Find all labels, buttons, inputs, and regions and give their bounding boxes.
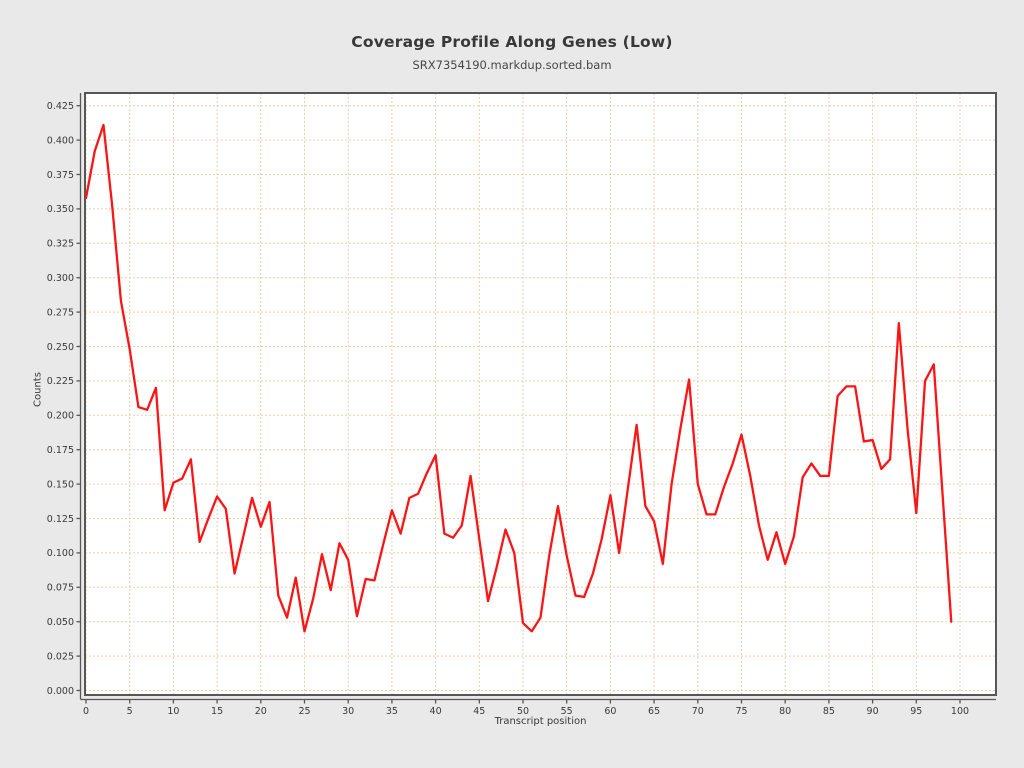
x-tick-label: 25 — [298, 706, 310, 717]
x-tick-label: 80 — [779, 706, 791, 717]
x-axis-label: Transcript position — [494, 716, 587, 727]
y-tick-label: 0.350 — [47, 204, 74, 215]
y-tick-label: 0.125 — [47, 514, 74, 525]
y-tick-label: 0.200 — [47, 411, 74, 422]
x-tick-label: 100 — [951, 706, 969, 717]
x-tick-label: 65 — [648, 706, 660, 717]
coverage-line — [84, 123, 953, 633]
y-tick-label: 0.400 — [47, 135, 74, 146]
x-tick-label: 0 — [83, 706, 89, 717]
y-tick-label: 0.100 — [47, 548, 74, 559]
x-tick-label: 75 — [735, 706, 747, 717]
y-tick-label: 0.375 — [47, 170, 74, 181]
x-tick-label: 15 — [211, 706, 223, 717]
y-tick-label: 0.225 — [47, 376, 74, 387]
y-tick-label: 0.175 — [47, 445, 74, 456]
x-tick-label: 10 — [167, 706, 179, 717]
y-tick-label: 0.050 — [47, 617, 74, 628]
x-tick-label: 45 — [473, 706, 485, 717]
y-tick-label: 0.250 — [47, 342, 74, 353]
x-tick-label: 5 — [127, 706, 133, 717]
x-tick-label: 85 — [823, 706, 835, 717]
y-tick-label: 0.300 — [47, 273, 74, 284]
x-tick-label: 35 — [386, 706, 398, 717]
x-tick-label: 70 — [692, 706, 704, 717]
plot-frame — [84, 92, 997, 696]
y-tick-label: 0.275 — [47, 307, 74, 318]
y-tick-label: 0.075 — [47, 583, 74, 594]
y-tick-label: 0.325 — [47, 239, 74, 250]
x-tick-label: 50 — [517, 706, 529, 717]
x-tick-label: 55 — [561, 706, 573, 717]
x-tick-label: 30 — [342, 706, 354, 717]
plot-area — [85, 93, 996, 695]
y-tick-label: 0.425 — [47, 101, 74, 112]
x-tick-label: 90 — [867, 706, 879, 717]
chart-subtitle: SRX7354190.markdup.sorted.bam — [412, 58, 612, 72]
x-tick-label: 20 — [255, 706, 267, 717]
y-tick-label: 0.150 — [47, 479, 74, 490]
x-tick-label: 60 — [604, 706, 616, 717]
y-tick-label: 0.000 — [47, 686, 74, 697]
x-tick-label: 95 — [910, 706, 922, 717]
y-tick-label: 0.025 — [47, 651, 74, 662]
x-tick-label: 40 — [430, 706, 442, 717]
chart-title: Coverage Profile Along Genes (Low) — [351, 33, 673, 51]
